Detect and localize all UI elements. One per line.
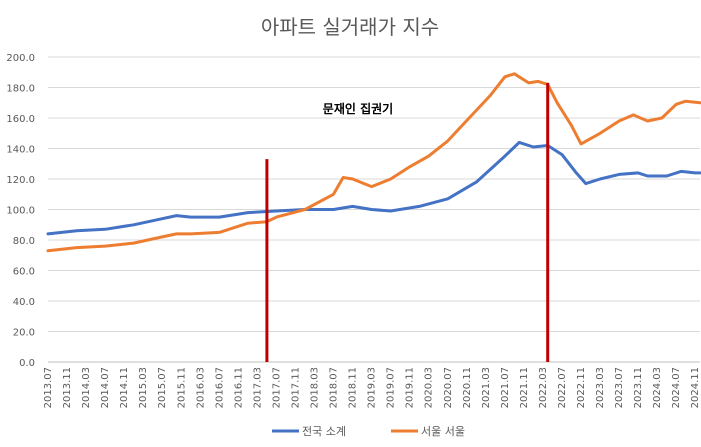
x-tick-label: 2018.03 bbox=[310, 367, 321, 408]
y-tick-label: 160.0 bbox=[6, 114, 35, 125]
x-tick-label: 2019.03 bbox=[367, 367, 378, 408]
x-tick-label: 2014.03 bbox=[81, 367, 92, 408]
x-tick-label: 2019.11 bbox=[405, 367, 416, 408]
series-group bbox=[46, 72, 701, 253]
x-tick-label: 2015.11 bbox=[176, 367, 187, 408]
x-tick-label: 2017.11 bbox=[290, 367, 301, 408]
x-tick-label: 2016.07 bbox=[214, 367, 225, 408]
y-tick-label: 200.0 bbox=[6, 53, 35, 64]
y-tick-label: 40.0 bbox=[13, 297, 35, 308]
x-tick-label: 2021.07 bbox=[500, 367, 511, 408]
x-tick-label: 2019.07 bbox=[386, 367, 397, 408]
x-tick-label: 2022.03 bbox=[538, 367, 549, 408]
legend: 전국 소계 서울 서울 bbox=[272, 425, 465, 438]
x-tick-label: 2013.07 bbox=[43, 367, 54, 408]
x-tick-label: 2021.03 bbox=[481, 367, 492, 408]
x-tick-label: 2016.11 bbox=[233, 367, 244, 408]
y-tick-label: 180.0 bbox=[6, 84, 35, 95]
y-tick-label: 80.0 bbox=[13, 236, 35, 247]
x-tick-label: 2017.07 bbox=[271, 367, 282, 408]
annotation-label: 문재인 집권기 bbox=[323, 101, 393, 116]
x-tick-label: 2020.07 bbox=[443, 367, 454, 408]
x-tick-label: 2024.03 bbox=[652, 367, 663, 408]
x-tick-label: 2020.03 bbox=[424, 367, 435, 408]
y-axis: 0.0 20.0 40.0 60.0 80.0 100.0 120.0 140.0 160.0 1… bbox=[6, 53, 35, 369]
x-tick-label: 2023.07 bbox=[614, 367, 625, 408]
y-tick-label: 120.0 bbox=[6, 175, 35, 186]
y-tick-label: 20.0 bbox=[13, 328, 35, 339]
x-tick-label: 2018.07 bbox=[329, 367, 340, 408]
y-tick-label: 100.0 bbox=[6, 206, 35, 217]
annotations: 문재인 집권기 bbox=[265, 82, 550, 362]
x-tick-label: 2022.11 bbox=[576, 367, 587, 408]
y-tick-label: 0.0 bbox=[19, 358, 35, 369]
series-line bbox=[46, 140, 701, 236]
legend-label: 전국 소계 bbox=[302, 425, 346, 438]
x-tick-label: 2017.03 bbox=[252, 367, 263, 408]
x-tick-label: 2022.07 bbox=[557, 367, 568, 408]
y-tick-label: 60.0 bbox=[13, 267, 35, 278]
series-line bbox=[46, 72, 701, 253]
x-axis: 2013.07 2013.11 2014.03 2014.07 2014.11 2015.… bbox=[43, 367, 701, 408]
x-tick-label: 2016.03 bbox=[195, 367, 206, 408]
x-tick-label: 2024.07 bbox=[671, 367, 682, 408]
x-tick-label: 2014.07 bbox=[100, 367, 111, 408]
x-tick-label: 2021.11 bbox=[519, 367, 530, 408]
chart-title: 아파트 실거래가 지수 bbox=[261, 15, 439, 39]
x-tick-label: 2023.03 bbox=[595, 367, 606, 408]
x-tick-label: 2018.11 bbox=[348, 367, 359, 408]
x-tick-label: 2024.11 bbox=[690, 367, 701, 408]
x-tick-label: 2023.11 bbox=[633, 367, 644, 408]
y-tick-label: 140.0 bbox=[6, 145, 35, 156]
x-tick-label: 2013.11 bbox=[62, 367, 73, 408]
x-tick-label: 2015.03 bbox=[138, 367, 149, 408]
x-tick-label: 2014.11 bbox=[119, 367, 130, 408]
x-tick-label: 2015.07 bbox=[157, 367, 168, 408]
legend-label: 서울 서울 bbox=[421, 425, 465, 438]
x-tick-label: 2020.11 bbox=[462, 367, 473, 408]
